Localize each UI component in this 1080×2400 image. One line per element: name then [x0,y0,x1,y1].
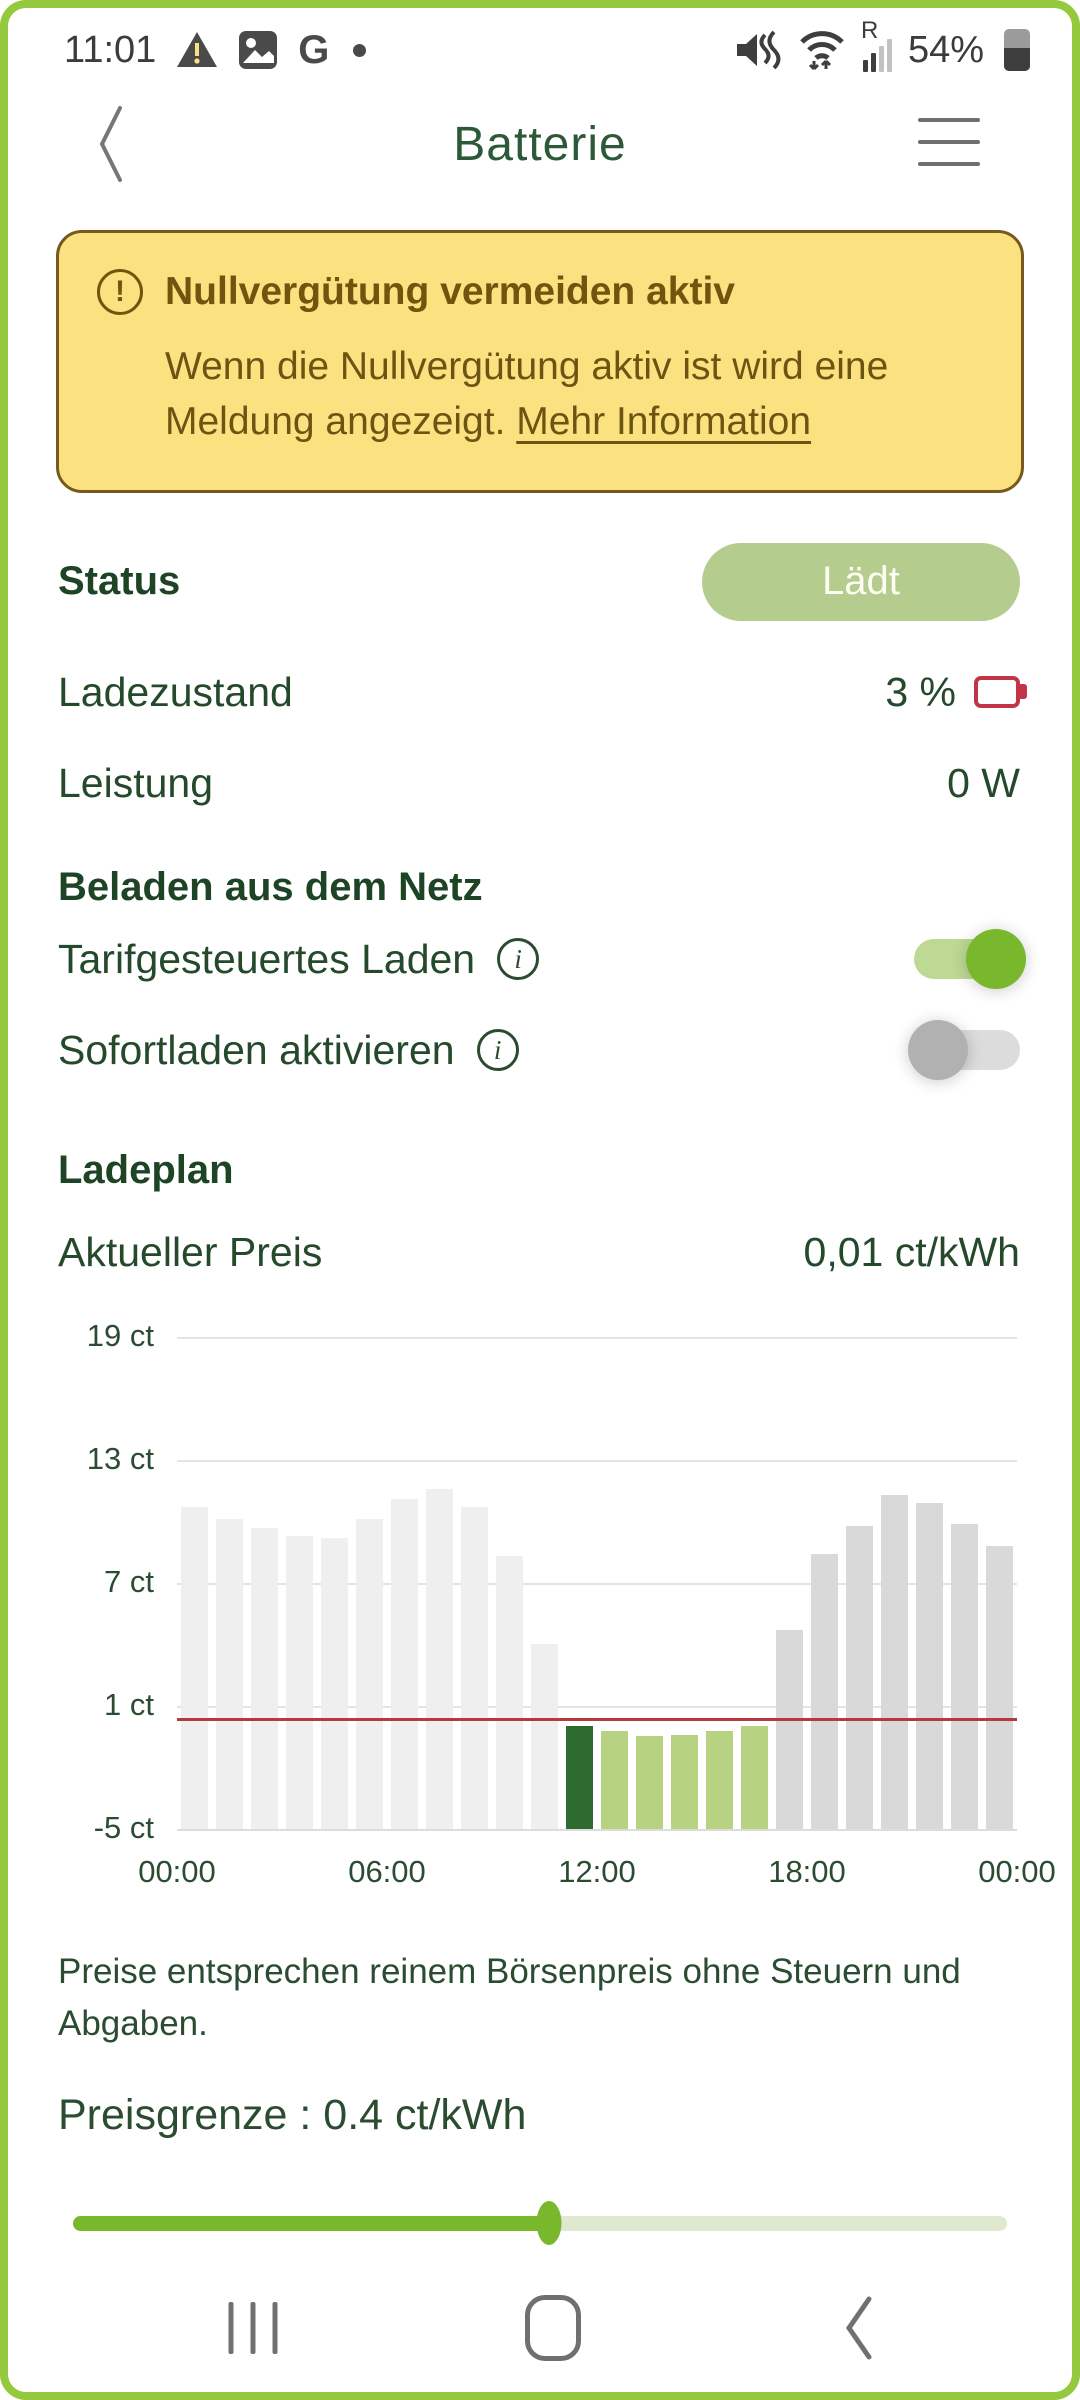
tariff-charging-label: Tarifgesteuertes Laden [58,935,476,982]
price-bar-00:00 [181,1506,208,1829]
exclamation-circle-icon: ! [97,269,143,315]
alert-title: Nullvergütung vermeiden aktiv [165,270,735,313]
price-limit-slider[interactable] [58,2200,1022,2246]
home-icon[interactable] [524,2295,581,2361]
instant-charging-toggle[interactable] [908,1020,1020,1081]
soc-row: Ladezustand 3 % [8,669,1072,716]
tariff-charging-row: Tarifgesteuertes Laden i [8,929,1072,990]
info-icon[interactable]: i [476,1029,519,1072]
android-nav-bar [8,2276,1072,2380]
notification-dot-icon [353,43,367,57]
instant-charging-label: Sofortladen aktivieren [58,1026,455,1073]
price-bar-chart: 19 ct 13 ct 7 ct 1 ct -5 ct 00:00 06:00 12:00 18… [8,1306,1072,1926]
status-label: Status [58,559,181,604]
warning-notification-icon [177,32,218,67]
recents-icon[interactable] [228,2302,278,2354]
price-bar-01:00 [216,1518,243,1829]
more-information-link[interactable]: Mehr Information [516,400,812,444]
grid-section-title: Beladen aus dem Netz [58,864,483,909]
battery-percent-text: 54% [907,28,984,71]
app-bar: Batterie [8,86,1072,202]
price-limit-line [177,1717,1017,1721]
chart-gridline [177,1336,1017,1339]
power-label: Leistung [58,759,214,806]
status-row: Status Lädt [8,542,1072,621]
cell-signal-icon: R [861,17,892,72]
status-badge: Lädt [702,542,1020,621]
ladeplan-title: Ladeplan [58,1147,234,1192]
chart-gridline [177,1582,1017,1585]
price-bar-07:00 [426,1488,453,1829]
menu-button[interactable] [918,118,980,166]
price-bar-03:00 [286,1535,313,1829]
price-bar-21:00 [916,1502,943,1829]
price-bar-20:00 [881,1494,908,1829]
page-title: Batterie [453,117,627,171]
chart-ytick-label: 19 ct [86,1317,154,1353]
alert-body: Wenn die Nullvergütung aktiv ist wird ei… [165,339,955,450]
tariff-charging-toggle[interactable] [914,929,1026,990]
slider-handle[interactable] [536,2201,562,2246]
soc-label: Ladezustand [58,668,293,715]
gallery-notification-icon [239,31,278,69]
nav-back-icon[interactable] [843,2295,875,2361]
power-value: 0 W [947,759,1020,806]
price-bar-22:00 [951,1523,978,1829]
price-bar-06:00 [391,1498,418,1829]
back-button[interactable] [94,102,128,186]
price-bar-14:00 [671,1734,698,1829]
power-row: Leistung 0 W [8,760,1072,807]
chart-xtick-label: 06:00 [348,1853,426,1889]
wifi-icon [800,31,844,71]
price-bar-11:00 [566,1725,593,1829]
price-bar-13:00 [636,1735,663,1829]
current-price-row: Aktueller Preis 0,01 ct/kWh [8,1229,1072,1276]
price-bar-12:00 [601,1730,628,1829]
price-bar-19:00 [846,1525,873,1829]
chart-xtick-label: 00:00 [978,1853,1056,1889]
status-bar: 11:01 G [8,8,1072,78]
chart-xtick-label: 18:00 [768,1853,846,1889]
price-bar-15:00 [706,1730,733,1829]
chart-gridline [177,1705,1017,1708]
instant-charging-row: Sofortladen aktivieren i [8,1020,1072,1081]
alert-card: ! Nullvergütung vermeiden aktiv Wenn die… [56,230,1024,493]
price-bar-16:00 [741,1725,768,1829]
chart-xtick-label: 00:00 [138,1853,216,1889]
chart-gridline [177,1828,1017,1831]
battery-empty-icon [974,676,1027,709]
price-bar-10:00 [531,1643,558,1829]
slider-fill [73,2215,550,2231]
info-icon[interactable]: i [497,938,540,981]
price-bar-02:00 [251,1527,278,1829]
chart-gridline [177,1459,1017,1462]
price-disclaimer: Preise entsprechen reinem Börsenpreis oh… [58,1951,961,2044]
price-bar-09:00 [496,1555,523,1829]
slider-track[interactable] [73,2201,1007,2246]
current-price-label: Aktueller Preis [58,1228,323,1275]
price-bar-05:00 [356,1518,383,1829]
clock: 11:01 [64,28,157,71]
price-bar-23:00 [986,1545,1013,1829]
soc-value: 3 % [885,668,956,715]
chart-xtick-label: 12:00 [558,1853,636,1889]
battery-status-icon [1004,29,1030,71]
current-price-value: 0,01 ct/kWh [803,1228,1020,1275]
mute-vibrate-icon [736,30,781,70]
price-limit-label: Preisgrenze : 0.4 ct/kWh [58,2090,527,2139]
alert-body-text: Wenn die Nullvergütung aktiv ist wird ei… [165,345,889,444]
price-bar-04:00 [321,1537,348,1829]
price-bar-17:00 [776,1629,803,1829]
chart-ytick-label: 7 ct [104,1563,154,1599]
chart-ytick-label: 13 ct [86,1440,154,1476]
price-bar-18:00 [811,1553,838,1829]
chart-ytick-label: -5 ct [93,1809,154,1845]
chart-ytick-label: 1 ct [104,1686,154,1722]
price-bar-08:00 [461,1506,488,1829]
google-notification-icon: G [298,27,330,72]
